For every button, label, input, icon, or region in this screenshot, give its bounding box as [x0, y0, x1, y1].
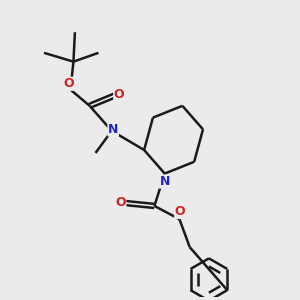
Text: O: O: [64, 77, 74, 90]
Text: O: O: [175, 205, 185, 218]
Text: N: N: [108, 123, 119, 136]
Text: O: O: [115, 196, 126, 209]
Text: O: O: [114, 88, 124, 100]
Text: N: N: [160, 175, 170, 188]
